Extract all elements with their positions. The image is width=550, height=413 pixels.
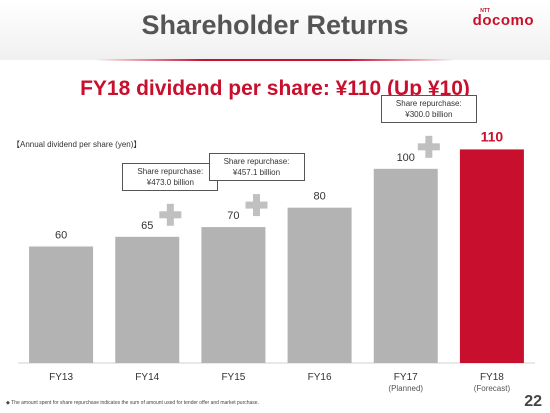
category-label-fy18: FY18 [480, 372, 504, 383]
bar-fy16 [287, 207, 352, 363]
bar-fy15 [201, 227, 266, 363]
value-label-fy18: 110 [481, 128, 504, 144]
value-label-fy17: 100 [397, 152, 415, 164]
share-repurchase-label: Share repurchase: [223, 157, 290, 167]
value-label-fy15: 70 [227, 210, 239, 222]
page-title: Shareholder Returns [141, 10, 409, 40]
plus-icon-fy17-vertical [425, 135, 433, 158]
category-label-fy15: FY15 [221, 372, 245, 383]
category-sublabel-fy18: (Forecast) [474, 384, 511, 393]
share-repurchase-box-fy17: Share repurchase: ¥300.0 billion [380, 94, 477, 123]
share-repurchase-amount: ¥300.0 billion [405, 109, 453, 119]
share-repurchase-amount: ¥457.1 billion [232, 168, 281, 178]
plus-icon-fy14-vertical [166, 203, 174, 226]
unit-label: 【Annual dividend per share (yen)】 [12, 140, 142, 149]
headline: FY18 dividend per share: ¥110 (Up ¥10) [80, 77, 470, 100]
docomo-logo: docomo [472, 12, 534, 29]
bar-fy14 [115, 236, 180, 363]
title-underline [95, 59, 455, 61]
category-label-fy14: FY14 [135, 372, 159, 383]
share-repurchase-label: Share repurchase: [395, 98, 462, 108]
share-repurchase-box-fy15: Share repurchase: ¥457.1 billion [208, 153, 305, 182]
value-label-fy14: 65 [141, 220, 153, 232]
category-label-fy17: FY17 [394, 372, 418, 383]
plus-icon-fy15-vertical [253, 194, 260, 217]
bar-fy13 [29, 246, 94, 363]
category-label-fy13: FY13 [49, 372, 73, 383]
title-band [0, 0, 550, 60]
bar-fy18 [459, 149, 524, 363]
value-label-fy13: 60 [55, 230, 67, 242]
category-label-fy16: FY16 [308, 372, 332, 383]
share-repurchase-amount: ¥473.0 billion [146, 177, 194, 187]
share-repurchase-label: Share repurchase: [137, 166, 204, 176]
share-repurchase-box-fy14: Share repurchase: ¥473.0 billion [122, 162, 219, 191]
category-sublabel-fy17: (Planned) [388, 384, 423, 393]
bar-fy17 [373, 168, 438, 363]
logo-ntt-text: NTT [480, 8, 490, 14]
footnote: ◆ The amount spent for share repurchase … [6, 400, 259, 406]
page-number: 22 [524, 393, 542, 410]
value-label-fy16: 80 [313, 191, 325, 203]
